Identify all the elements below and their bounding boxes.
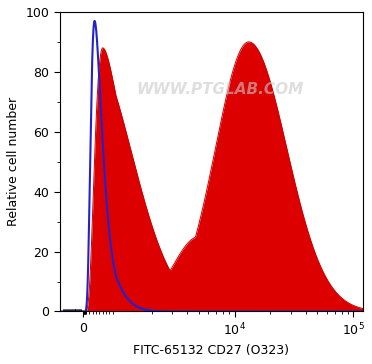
Y-axis label: Relative cell number: Relative cell number [7,97,20,226]
X-axis label: FITC-65132 CD27 (O323): FITC-65132 CD27 (O323) [133,344,289,357]
Text: WWW.PTGLAB.COM: WWW.PTGLAB.COM [137,82,304,97]
